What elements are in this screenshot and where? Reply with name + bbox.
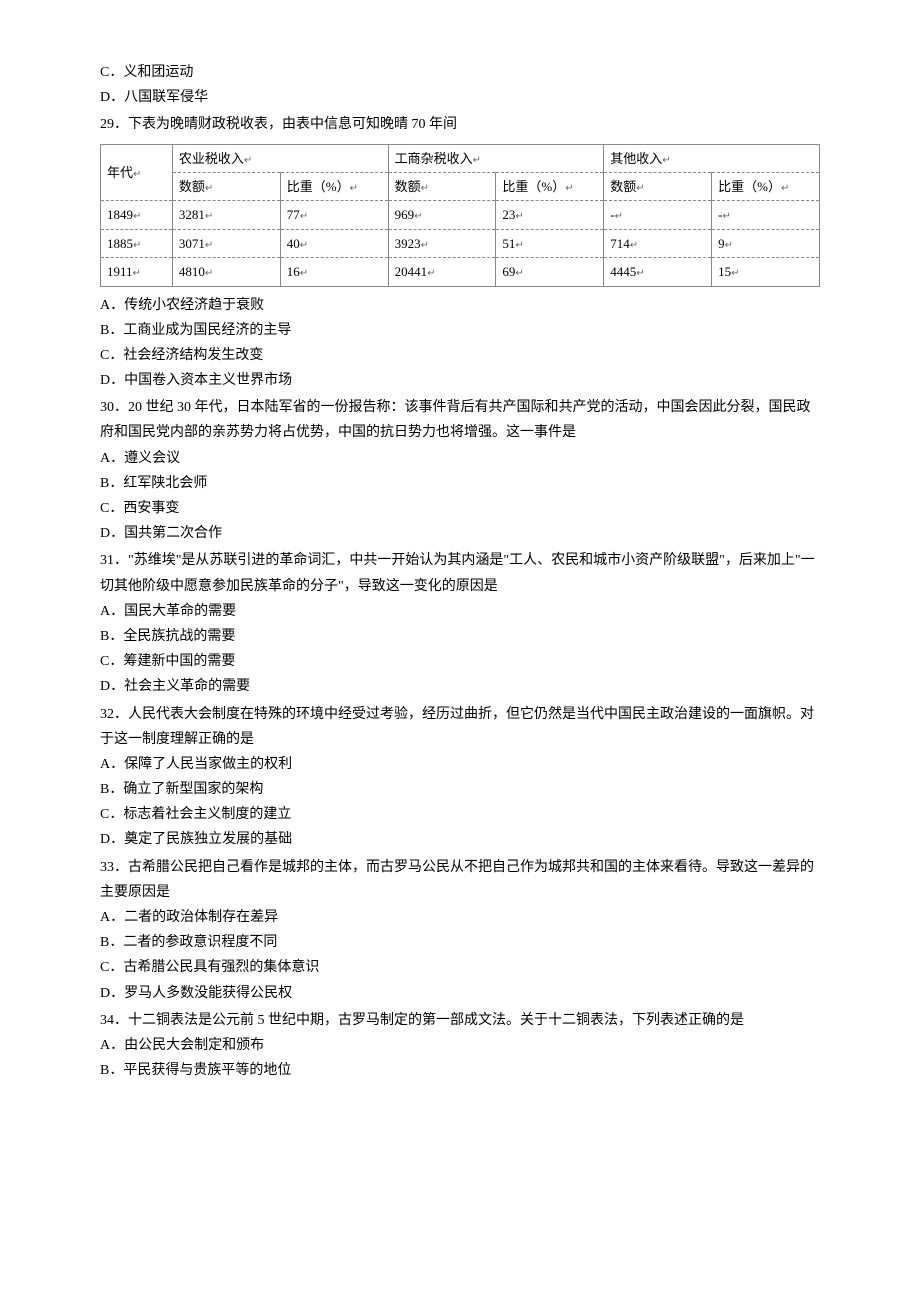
question-intro: 29．下表为晚晴财政税收表，由表中信息可知晚晴 70 年间 (100, 112, 820, 137)
question-intro: 31．"苏维埃"是从苏联引进的革命词汇，中共一开始认为其内涵是"工人、农民和城市… (100, 548, 820, 598)
table-cell: 16↵ (280, 258, 388, 286)
table-header-cell: 比重（%）↵ (280, 172, 388, 200)
option-text: A．传统小农经济趋于衰败 (100, 293, 820, 318)
option-text: D．中国卷入资本主义世界市场 (100, 368, 820, 393)
option-text: A．由公民大会制定和颁布 (100, 1033, 820, 1058)
table-cell: 1849↵ (101, 201, 173, 229)
table-cell: 9↵ (712, 229, 820, 257)
table-header-cell: 工商杂税收入↵ (388, 144, 604, 172)
option-text: D．八国联军侵华 (100, 85, 820, 110)
option-text: A．遵义会议 (100, 446, 820, 471)
option-text: D．国共第二次合作 (100, 521, 820, 546)
question-intro: 34．十二铜表法是公元前 5 世纪中期，古罗马制定的第一部成文法。关于十二铜表法… (100, 1008, 820, 1033)
table-row: 1885↵ 3071↵ 40↵ 3923↵ 51↵ 714↵ 9↵ (101, 229, 820, 257)
option-text: A．二者的政治体制存在差异 (100, 905, 820, 930)
table-row: 1849↵ 3281↵ 77↵ 969↵ 23↵ -↵ -↵ (101, 201, 820, 229)
option-text: C．筹建新中国的需要 (100, 649, 820, 674)
table-cell: 1911↵ (101, 258, 173, 286)
option-text: D．罗马人多数没能获得公民权 (100, 981, 820, 1006)
option-text: B．确立了新型国家的架构 (100, 777, 820, 802)
table-header-cell: 其他收入↵ (604, 144, 820, 172)
table-header-cell: 比重（%）↵ (712, 172, 820, 200)
option-text: A．保障了人民当家做主的权利 (100, 752, 820, 777)
table-cell: 40↵ (280, 229, 388, 257)
table-cell: -↵ (604, 201, 712, 229)
option-text: B．工商业成为国民经济的主导 (100, 318, 820, 343)
question-intro: 32．人民代表大会制度在特殊的环境中经受过考验，经历过曲折，但它仍然是当代中国民… (100, 702, 820, 752)
option-text: B．平民获得与贵族平等的地位 (100, 1058, 820, 1083)
option-text: B．全民族抗战的需要 (100, 624, 820, 649)
option-text: C．古希腊公民具有强烈的集体意识 (100, 955, 820, 980)
option-text: A．国民大革命的需要 (100, 599, 820, 624)
table-header-row-1: 年代↵ 农业税收入↵ 工商杂税收入↵ 其他收入↵ (101, 144, 820, 172)
option-text: D．社会主义革命的需要 (100, 674, 820, 699)
table-cell: 3923↵ (388, 229, 496, 257)
tax-revenue-table: 年代↵ 农业税收入↵ 工商杂税收入↵ 其他收入↵ 数额↵ 比重（%）↵ 数额↵ … (100, 144, 820, 287)
table-header-cell: 数额↵ (604, 172, 712, 200)
table-cell: 23↵ (496, 201, 604, 229)
option-text: C．社会经济结构发生改变 (100, 343, 820, 368)
table-cell: 51↵ (496, 229, 604, 257)
option-text: C．西安事变 (100, 496, 820, 521)
table-cell: -↵ (712, 201, 820, 229)
table-header-cell: 农业税收入↵ (172, 144, 388, 172)
table-header-cell: 年代↵ (101, 144, 173, 201)
table-row: 1911↵ 4810↵ 16↵ 20441↵ 69↵ 4445↵ 15↵ (101, 258, 820, 286)
table-cell: 969↵ (388, 201, 496, 229)
option-text: C．义和团运动 (100, 60, 820, 85)
table-cell: 77↵ (280, 201, 388, 229)
option-text: B．红军陕北会师 (100, 471, 820, 496)
table-cell: 4810↵ (172, 258, 280, 286)
table-header-cell: 比重（%）↵ (496, 172, 604, 200)
table-cell: 3071↵ (172, 229, 280, 257)
question-intro: 30．20 世纪 30 年代，日本陆军省的一份报告称：该事件背后有共产国际和共产… (100, 395, 820, 445)
option-text: D．奠定了民族独立发展的基础 (100, 827, 820, 852)
table-cell: 714↵ (604, 229, 712, 257)
question-intro: 33．古希腊公民把自己看作是城邦的主体，而古罗马公民从不把自己作为城邦共和国的主… (100, 855, 820, 905)
table-header-cell: 数额↵ (388, 172, 496, 200)
option-text: B．二者的参政意识程度不同 (100, 930, 820, 955)
table-header-row-2: 数额↵ 比重（%）↵ 数额↵ 比重（%）↵ 数额↵ 比重（%）↵ (101, 172, 820, 200)
table-cell: 69↵ (496, 258, 604, 286)
table-cell: 3281↵ (172, 201, 280, 229)
option-text: C．标志着社会主义制度的建立 (100, 802, 820, 827)
table-cell: 15↵ (712, 258, 820, 286)
table-cell: 1885↵ (101, 229, 173, 257)
table-cell: 20441↵ (388, 258, 496, 286)
table-cell: 4445↵ (604, 258, 712, 286)
table-header-cell: 数额↵ (172, 172, 280, 200)
